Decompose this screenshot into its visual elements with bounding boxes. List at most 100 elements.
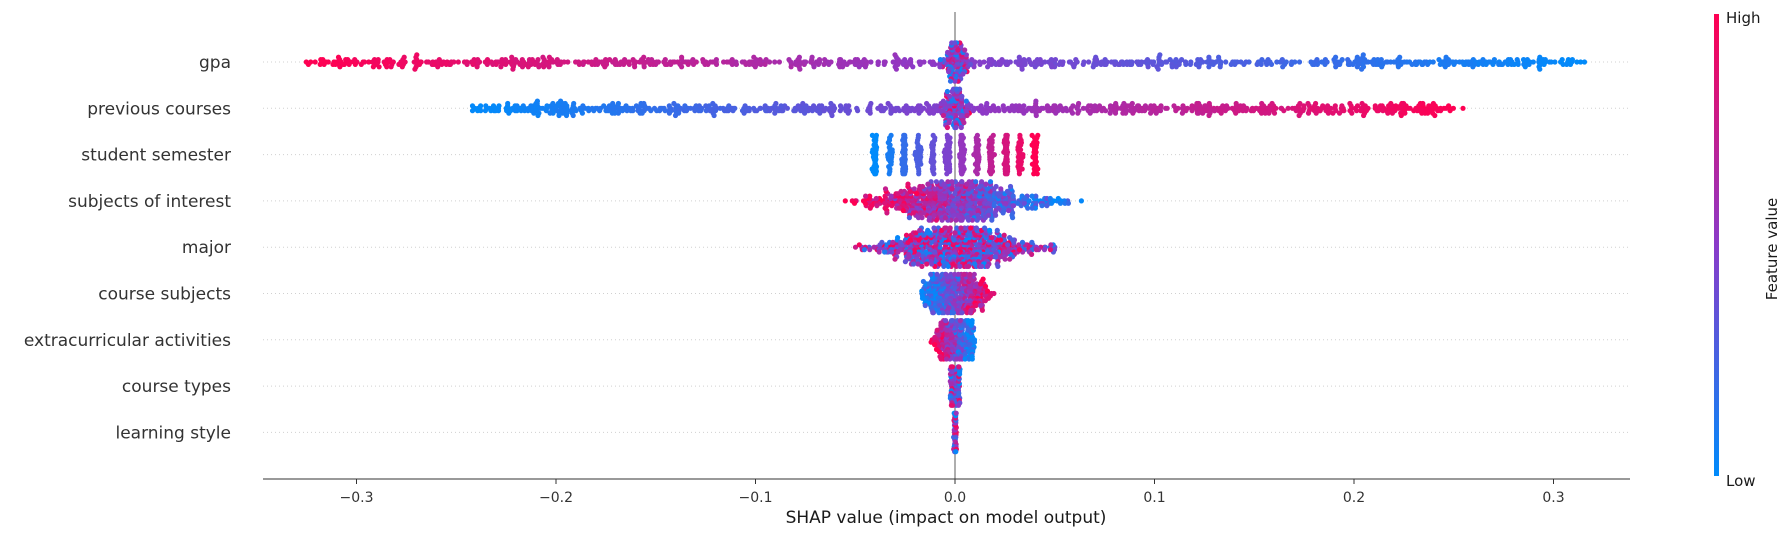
- shap-point: [518, 108, 524, 114]
- shap-point: [474, 64, 480, 70]
- shap-point: [916, 110, 922, 116]
- shap-point: [888, 132, 894, 138]
- shap-point: [1361, 112, 1367, 119]
- shap-point: [1281, 108, 1287, 114]
- shap-point: [1233, 110, 1239, 116]
- shap-point: [679, 54, 685, 60]
- shap-point: [513, 57, 519, 63]
- feature-label: learning style: [115, 423, 231, 443]
- shap-point: [370, 64, 376, 70]
- shap-point: [931, 212, 937, 218]
- shap-point: [1202, 103, 1208, 109]
- shap-point: [876, 249, 882, 255]
- shap-point: [1265, 57, 1271, 63]
- shap-point: [554, 108, 560, 114]
- shap-point: [1538, 61, 1544, 67]
- shap-point: [882, 200, 888, 206]
- x-tick-label: 0.0: [944, 490, 966, 506]
- shap-point: [612, 110, 618, 116]
- shap-point: [821, 108, 827, 114]
- shap-point: [951, 212, 957, 218]
- shap-point: [1189, 103, 1195, 109]
- shap-point: [650, 61, 656, 67]
- shap-point: [863, 193, 869, 199]
- shap-point: [977, 302, 984, 309]
- shap-point: [1019, 239, 1026, 245]
- shap-point: [868, 100, 874, 107]
- shap-point: [1189, 108, 1195, 114]
- shap-point: [1021, 57, 1027, 63]
- shap-point: [1070, 103, 1076, 109]
- shap-point: [1569, 57, 1575, 63]
- shap-point: [1048, 200, 1055, 206]
- shap-point: [986, 168, 993, 174]
- shap-point: [628, 108, 634, 114]
- shap-point: [901, 132, 907, 138]
- shap-point: [1269, 100, 1275, 107]
- shap-point: [953, 410, 959, 416]
- shap-point: [925, 181, 931, 187]
- shap-point: [952, 230, 958, 236]
- shap-point: [1427, 59, 1433, 65]
- shap-point: [811, 64, 817, 70]
- shap-point: [317, 61, 323, 67]
- beeswarm-points: [303, 40, 1588, 455]
- shap-point: [1409, 61, 1415, 67]
- shap-point: [366, 59, 372, 65]
- shap-point: [1069, 110, 1076, 116]
- shap-point: [987, 179, 994, 185]
- shap-point: [949, 186, 955, 192]
- shap-point: [875, 59, 882, 65]
- shap-point: [1126, 103, 1132, 109]
- shap-point: [1021, 103, 1027, 109]
- shap-point: [1093, 61, 1100, 67]
- x-tick-label: 0.3: [1542, 490, 1564, 506]
- shap-point: [1388, 100, 1394, 107]
- shap-point: [990, 103, 997, 109]
- shap-point: [1000, 103, 1006, 109]
- shap-point: [1425, 110, 1431, 116]
- shap-point: [1397, 54, 1403, 60]
- shap-point: [1155, 66, 1161, 72]
- shap-point: [332, 61, 338, 67]
- shap-point: [703, 108, 709, 114]
- shap-point: [1274, 59, 1280, 65]
- shap-point: [1010, 215, 1016, 221]
- shap-point: [535, 57, 541, 63]
- shap-point: [1206, 112, 1212, 119]
- shap-point: [1158, 103, 1164, 109]
- x-tick-label: −0.1: [739, 490, 773, 506]
- shap-point: [666, 110, 673, 116]
- feature-label: previous courses: [87, 99, 231, 119]
- shap-point: [547, 110, 553, 116]
- shap-point: [469, 103, 476, 109]
- shap-point: [573, 59, 579, 65]
- shap-point: [1064, 108, 1070, 114]
- shap-point: [936, 310, 942, 316]
- shap-point: [1358, 108, 1364, 114]
- shap-point: [939, 271, 945, 277]
- shap-point: [1332, 103, 1338, 109]
- shap-point: [1060, 108, 1066, 114]
- shap-point: [867, 193, 873, 199]
- shap-point: [961, 271, 967, 277]
- shap-point: [971, 339, 978, 345]
- shap-point: [1029, 193, 1035, 199]
- shap-point: [946, 120, 952, 126]
- shap-point: [475, 57, 481, 63]
- shap-point: [490, 103, 497, 109]
- shap-point: [861, 247, 868, 253]
- shap-point: [754, 108, 760, 114]
- shap-point: [496, 103, 502, 109]
- shap-point: [1228, 61, 1234, 67]
- shap-point: [512, 108, 518, 114]
- shap-point: [1038, 61, 1044, 67]
- shap-point: [926, 217, 932, 223]
- shap-point: [1157, 52, 1163, 58]
- shap-point: [1250, 108, 1257, 114]
- shap-point: [493, 108, 499, 114]
- shap-point: [871, 244, 877, 250]
- shap-point: [955, 310, 961, 316]
- shap-point: [916, 171, 922, 177]
- shap-point: [519, 64, 526, 70]
